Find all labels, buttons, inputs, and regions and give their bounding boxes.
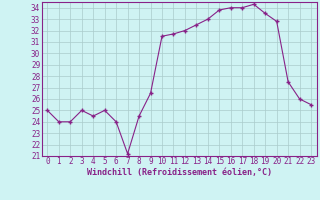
X-axis label: Windchill (Refroidissement éolien,°C): Windchill (Refroidissement éolien,°C) [87, 168, 272, 177]
